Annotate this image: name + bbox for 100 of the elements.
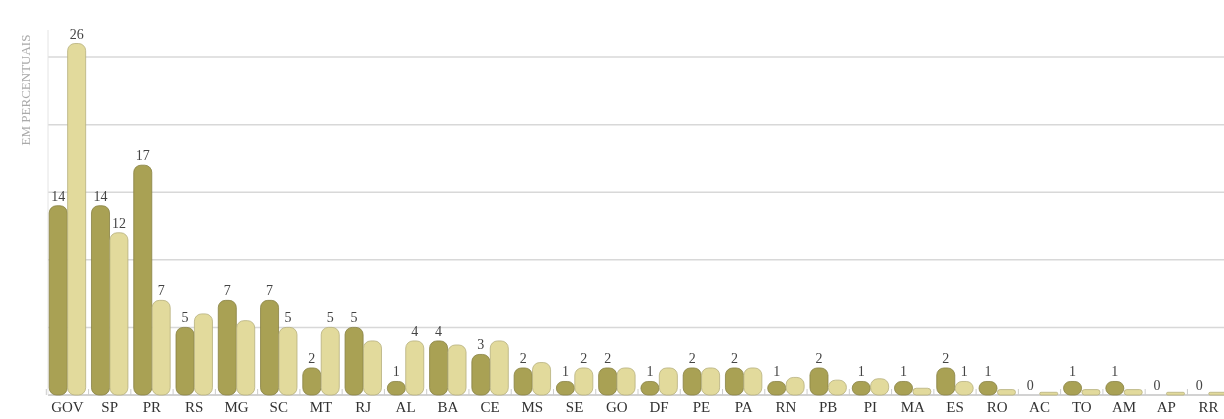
data-label: 2 <box>942 350 950 366</box>
data-label: 5 <box>181 310 189 326</box>
bar <box>489 340 509 396</box>
data-label: 5 <box>350 310 358 326</box>
bar <box>260 299 279 396</box>
data-label: 2 <box>308 350 316 366</box>
x-tick-label: SP <box>101 399 119 415</box>
data-label: 0 <box>1153 378 1161 393</box>
bar <box>809 367 829 396</box>
data-label: 14 <box>93 188 108 204</box>
bar <box>701 367 721 396</box>
x-tick-label: MS <box>521 399 544 415</box>
bar <box>1166 391 1185 396</box>
bar <box>1081 389 1101 396</box>
data-label: 2 <box>688 350 696 366</box>
data-label: 2 <box>580 350 588 366</box>
x-tick-label: DF <box>649 399 669 415</box>
bar <box>48 205 68 396</box>
data-label: 2 <box>730 350 738 366</box>
data-label: 1 <box>646 364 654 380</box>
bar <box>175 327 195 396</box>
x-tick-label: PA <box>734 399 753 415</box>
x-tick-label: BA <box>437 399 459 415</box>
data-label: 5 <box>284 310 292 326</box>
x-tick-label: RJ <box>355 399 372 415</box>
data-label: 1 <box>1111 364 1119 380</box>
bar <box>109 232 129 396</box>
bar <box>447 344 467 396</box>
bar <box>997 389 1016 396</box>
bar <box>405 340 425 396</box>
data-label: 3 <box>477 337 485 353</box>
bar <box>320 327 340 396</box>
bar <box>67 43 87 396</box>
data-label: 7 <box>266 283 274 299</box>
data-label: 14 <box>51 188 66 204</box>
bar <box>912 387 932 396</box>
bar <box>194 313 213 396</box>
x-tick-label: RO <box>986 399 1008 415</box>
bar <box>344 327 364 396</box>
x-tick-label: MT <box>309 399 333 415</box>
x-tick-label: CE <box>480 399 500 415</box>
bar <box>91 205 110 396</box>
x-tick-label: MA <box>900 399 925 415</box>
x-tick-label: AM <box>1111 399 1137 415</box>
bar <box>936 367 956 396</box>
x-tick-label: AC <box>1029 399 1050 415</box>
data-label: 7 <box>157 283 165 299</box>
data-label: 12 <box>111 215 126 231</box>
data-label: 1 <box>960 364 968 380</box>
data-label: 4 <box>411 323 419 339</box>
bar <box>1123 389 1143 396</box>
x-tick-label: PR <box>142 399 162 415</box>
x-tick-label: SE <box>565 399 584 415</box>
data-label: 0 <box>1026 378 1034 393</box>
bar <box>133 164 153 396</box>
x-tick-label: PB <box>819 399 838 415</box>
bar <box>217 299 237 396</box>
bar <box>1039 391 1059 396</box>
data-label: 2 <box>604 350 612 366</box>
data-label: 0 <box>1195 378 1203 393</box>
bar <box>532 362 551 396</box>
data-label: 7 <box>223 283 231 299</box>
data-label: 2 <box>519 350 527 366</box>
x-tick-label: AP <box>1156 399 1176 415</box>
bar <box>429 340 449 396</box>
bar <box>616 367 636 396</box>
data-label: 4 <box>435 323 443 339</box>
data-label: 2 <box>815 350 823 366</box>
bar <box>785 377 805 396</box>
bar <box>236 320 256 396</box>
x-tick-label: PE <box>692 399 711 415</box>
data-label: 1 <box>857 364 865 380</box>
data-label: 1 <box>1069 364 1077 380</box>
x-tick-label: RS <box>185 399 204 415</box>
bar <box>513 367 533 396</box>
bar <box>725 367 744 396</box>
bar <box>658 367 678 396</box>
bar <box>278 327 298 396</box>
bar <box>743 367 763 396</box>
x-tick-label: TO <box>1071 399 1092 415</box>
bar <box>682 367 702 396</box>
bar <box>302 367 322 396</box>
bar <box>151 299 171 396</box>
bar <box>363 340 382 396</box>
x-tick-label: GOV <box>51 399 84 415</box>
bar <box>598 367 618 396</box>
x-tick-label: RN <box>775 399 797 415</box>
x-tick-label: PI <box>863 399 878 415</box>
y-axis-title: EM PERCENTUAIS <box>18 34 33 146</box>
bar <box>574 367 594 396</box>
data-label: 5 <box>326 310 334 326</box>
x-tick-label: AL <box>395 399 416 415</box>
x-tick-label: MG <box>224 399 249 415</box>
data-label: 1 <box>392 364 400 380</box>
data-label: 1 <box>773 364 781 380</box>
data-label: 17 <box>135 148 150 164</box>
data-label: 1 <box>561 364 569 380</box>
data-label: 1 <box>984 364 992 380</box>
data-label: 26 <box>69 26 84 42</box>
x-tick-label: ES <box>946 399 964 415</box>
